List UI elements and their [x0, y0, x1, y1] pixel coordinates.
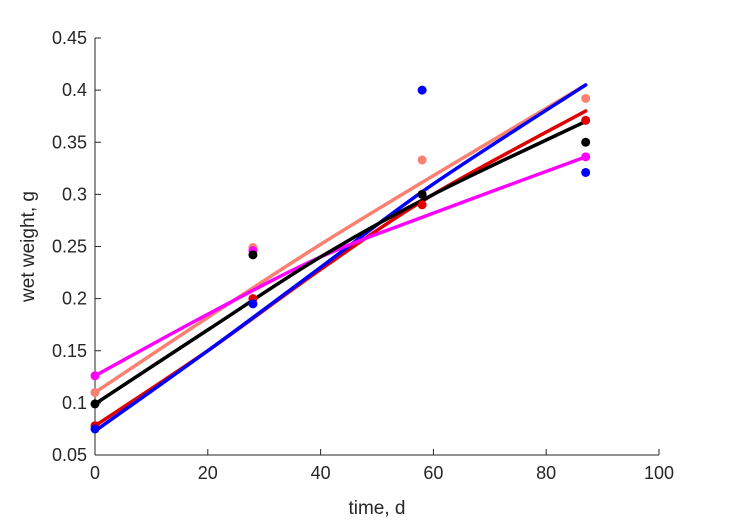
y-tick-label: 0.05: [52, 445, 87, 465]
fit-curve-2: [93, 83, 588, 433]
x-tick-label: 100: [644, 463, 674, 483]
y-tick-label: 0.4: [62, 80, 87, 100]
fit-curve-4: [93, 119, 588, 406]
data-point-4: [417, 189, 427, 199]
data-point-1: [417, 200, 427, 210]
data-point-4: [581, 137, 591, 147]
fit-curve-0: [93, 83, 588, 395]
y-axis-label: wet weight, g: [18, 191, 39, 303]
x-tick-label: 60: [423, 463, 443, 483]
data-point-4: [90, 399, 100, 409]
data-point-4: [248, 250, 258, 260]
fit-curves: [93, 83, 588, 433]
data-point-2: [417, 85, 427, 95]
x-axis-label: time, d: [348, 498, 405, 519]
y-tick-label: 0.2: [62, 289, 87, 309]
plot-axes: 0 20 40 60 80 100 0.050.10.150.20.250.30.350.…: [52, 28, 674, 483]
data-point-2: [581, 167, 591, 177]
data-point-0: [417, 155, 427, 165]
x-tick-label: 0: [90, 463, 100, 483]
data-point-1: [581, 115, 591, 125]
x-tick-label: 40: [311, 463, 331, 483]
y-tick-label: 0.45: [52, 28, 87, 48]
x-tick-label: 80: [536, 463, 556, 483]
x-tick-label: 20: [198, 463, 218, 483]
data-point-3: [581, 152, 591, 162]
x-ticks: 0 20 40 60 80 100: [90, 449, 674, 483]
y-tick-label: 0.1: [62, 393, 87, 413]
data-point-2: [90, 424, 100, 434]
data-point-3: [90, 371, 100, 381]
data-point-0: [90, 387, 100, 397]
y-ticks: 0.05 0.1 0.15 0.2 0.25 0.3 0.35 0.4 0.45: [52, 28, 101, 465]
y-tick-label: 0.3: [62, 184, 87, 204]
data-points: [90, 85, 591, 434]
y-tick-label: 0.25: [52, 237, 87, 257]
data-point-2: [248, 299, 258, 309]
y-tick-label: 0.35: [52, 132, 87, 152]
data-point-0: [581, 93, 591, 103]
y-tick-label: 0.15: [52, 341, 87, 361]
